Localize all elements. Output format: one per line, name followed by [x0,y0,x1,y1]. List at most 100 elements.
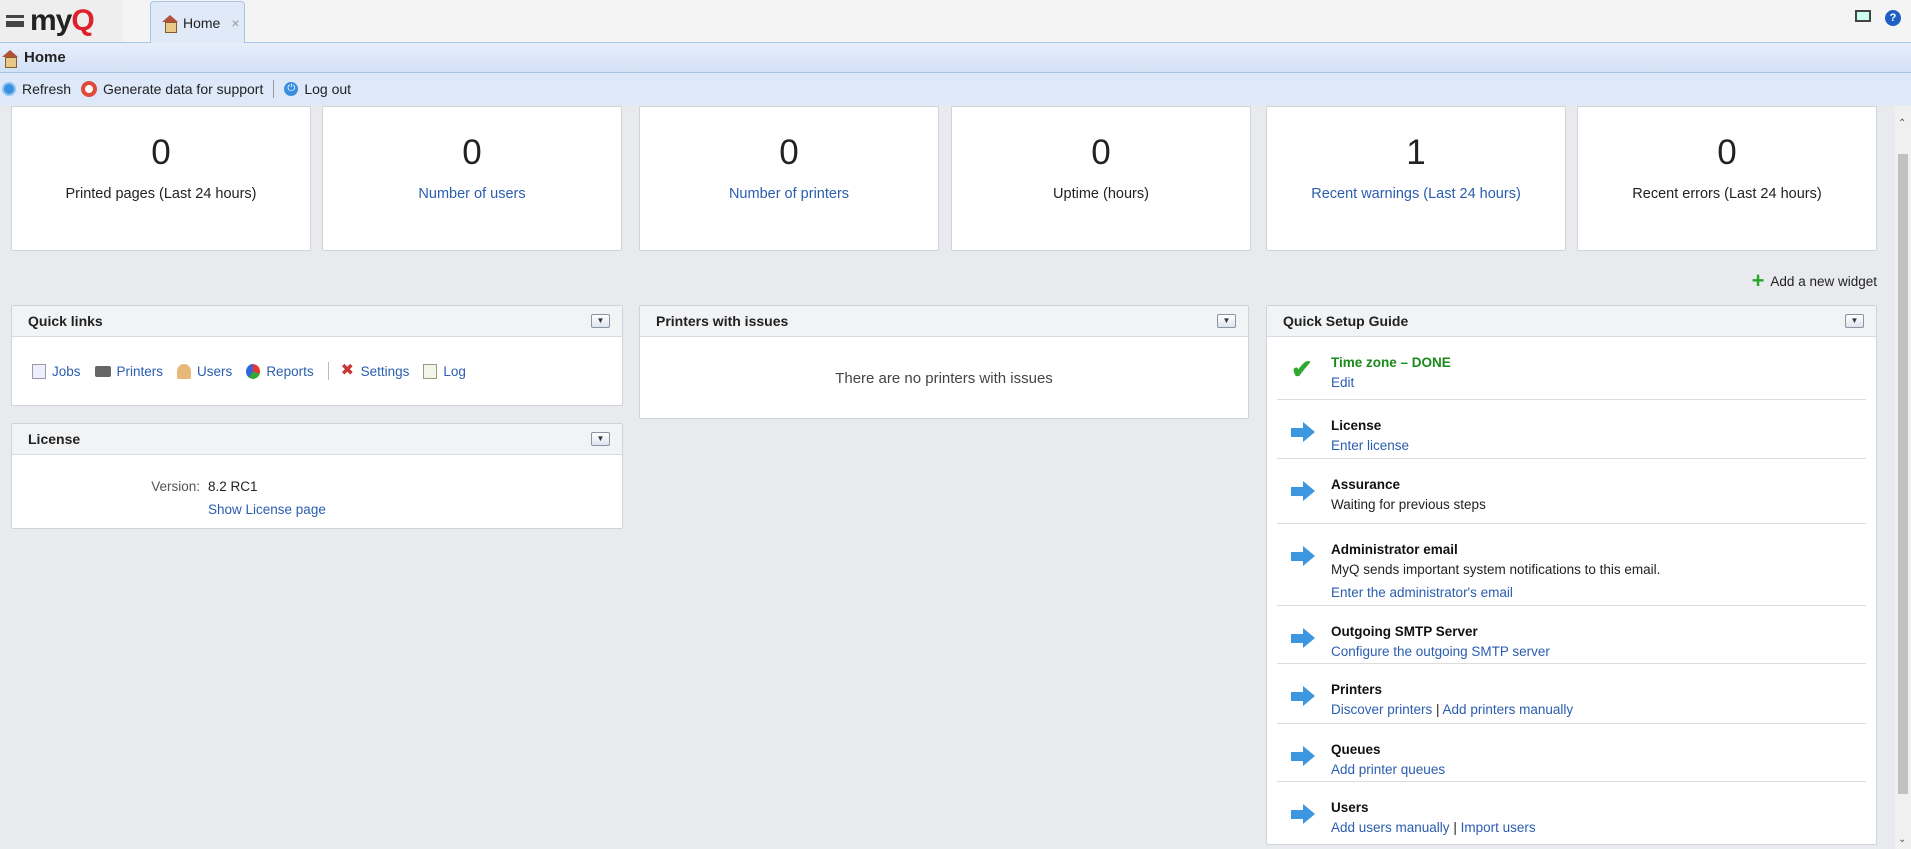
add-users-manually-link[interactable]: Add users manually [1331,820,1450,835]
printer-icon [94,365,111,377]
stat-value: 0 [1717,133,1737,172]
log-icon [423,363,438,379]
tools-icon: ✖ [340,361,354,379]
link-label: Log [443,363,466,379]
top-bar: myQ Home × ? [0,0,1911,44]
user-icon [177,363,192,379]
stat-warnings: 1 Recent warnings (Last 24 hours) [1266,106,1566,251]
step-title: Assurance [1331,477,1401,492]
stat-link-warnings[interactable]: Recent warnings (Last 24 hours) [1311,186,1521,202]
setup-step-timezone: ✔ Time zone – DONE Edit [1277,337,1866,400]
panel-menu-dropdown[interactable]: ▼ [591,432,610,446]
stat-value: 0 [1091,133,1111,172]
panel-menu-dropdown[interactable]: ▼ [1217,314,1236,328]
power-icon: ⏻ [284,82,299,96]
setup-step-license: License Enter license [1277,400,1866,459]
step-title: Time zone – DONE [1331,355,1451,370]
panel-menu-dropdown[interactable]: ▼ [591,314,610,328]
help-icon[interactable]: ? [1885,10,1901,26]
stat-label: Recent errors (Last 24 hours) [1632,186,1822,202]
stat-uptime: 0 Uptime (hours) [951,106,1251,251]
panel-menu-dropdown[interactable]: ▼ [1845,314,1864,328]
toolbar: Refresh Generate data for support ⏻ Log o… [0,73,1911,105]
edit-timezone-link[interactable]: Edit [1331,375,1355,390]
link-label: Users [197,363,233,379]
add-printer-queues-link[interactable]: Add printer queues [1331,762,1446,777]
scroll-up-icon[interactable]: ⌃ [1898,118,1907,129]
tab-close-icon[interactable]: × [231,15,240,31]
arrow-right-icon [1291,746,1315,766]
pie-chart-icon [246,363,261,379]
refresh-icon [2,82,16,96]
step-title: Printers [1331,682,1383,697]
step-title: Users [1331,800,1369,815]
configure-smtp-link[interactable]: Configure the outgoing SMTP server [1331,644,1550,659]
stat-errors: 0 Recent errors (Last 24 hours) [1577,106,1877,251]
enter-admin-email-link[interactable]: Enter the administrator's email [1331,585,1513,600]
setup-step-users: Users Add users manually | Import users [1277,782,1866,842]
panel-title: Quick links [28,313,103,329]
quick-setup-panel: Quick Setup Guide ▼ ✔ Time zone – DONE Edit… [1266,305,1877,845]
setup-step-smtp: Outgoing SMTP Server Configure the outgoi… [1277,606,1866,664]
stat-value: 1 [1406,133,1426,172]
divider [327,362,329,380]
quick-link-reports[interactable]: Reports [246,363,314,379]
hamburger-menu-icon[interactable] [6,15,24,27]
jobs-icon [32,363,46,379]
logout-button[interactable]: ⏻ Log out [284,81,351,97]
link-label: Printers [116,363,164,379]
version-value: 8.2 RC1 [208,479,258,494]
arrow-right-icon [1291,546,1315,566]
monitor-icon[interactable] [1855,10,1871,22]
printers-issues-panel: Printers with issues ▼ There are no print… [639,305,1249,419]
import-users-link[interactable]: Import users [1460,820,1536,835]
arrow-right-icon [1291,481,1315,501]
stat-link-printers[interactable]: Number of printers [728,186,850,202]
license-panel: License ▼ Version: 8.2 RC1 Show License pa… [11,423,623,529]
stat-value: 0 [151,133,171,172]
empty-message: There are no printers with issues [835,370,1053,387]
add-printers-manually-link[interactable]: Add printers manually [1442,702,1574,717]
refresh-button[interactable]: Refresh [2,81,71,97]
quick-link-log[interactable]: Log [423,363,466,379]
stat-printers: 0 Number of printers [639,106,939,251]
enter-license-link[interactable]: Enter license [1331,438,1410,453]
arrow-right-icon [1291,686,1315,706]
link-label: Jobs [52,363,81,379]
refresh-label: Refresh [22,81,72,97]
quick-link-jobs[interactable]: Jobs [32,363,81,379]
show-license-link[interactable]: Show License page [208,502,326,517]
myq-logo: myQ [30,4,95,37]
setup-step-assurance: Assurance Waiting for previous steps [1277,459,1866,524]
page-header: Home [0,43,1911,73]
quick-link-printers[interactable]: Printers [94,363,164,379]
logout-label: Log out [304,81,352,97]
checkmark-icon: ✔ [1291,354,1313,384]
stat-link-users[interactable]: Number of users [418,186,526,202]
quick-link-users[interactable]: Users [177,363,233,379]
add-widget-label: Add a new widget [1770,273,1877,289]
step-text: Waiting for previous steps [1331,497,1486,512]
setup-step-printers: Printers Discover printers | Add printers… [1277,664,1866,724]
discover-printers-link[interactable]: Discover printers [1331,702,1433,717]
tab-label: Home [183,15,221,31]
panel-title: Printers with issues [656,313,789,329]
home-icon [162,15,178,33]
lifebuoy-icon [81,81,98,97]
quick-link-settings[interactable]: ✖ Settings [340,361,410,379]
step-title: License [1331,418,1382,433]
scrollbar-thumb[interactable] [1898,154,1908,794]
stat-printed-pages: 0 Printed pages (Last 24 hours) [11,106,311,251]
scroll-down-icon[interactable]: ⌄ [1898,834,1907,845]
arrow-right-icon [1291,804,1315,824]
support-label: Generate data for support [103,81,264,97]
quick-links-panel: Quick links ▼ Jobs Printers Users Reports… [11,305,623,406]
tab-home[interactable]: Home × [150,1,245,44]
arrow-right-icon [1291,422,1315,442]
divider [273,80,275,98]
step-text: MyQ sends important system notifications… [1331,562,1661,577]
setup-step-queues: Queues Add printer queues [1277,724,1866,782]
add-widget-button[interactable]: + Add a new widget [1752,270,1877,292]
vertical-scrollbar[interactable]: ⌃ ⌄ [1895,106,1911,849]
support-data-button[interactable]: Generate data for support [81,81,263,97]
